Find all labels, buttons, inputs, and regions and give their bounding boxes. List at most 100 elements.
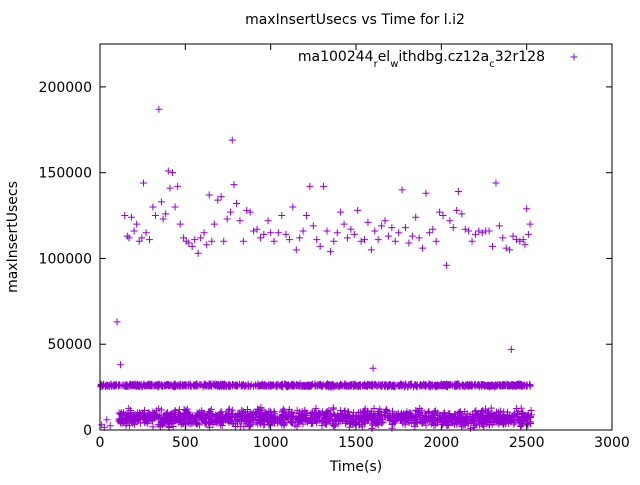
data-point xyxy=(176,380,184,388)
data-point xyxy=(381,411,389,419)
data-point xyxy=(200,229,208,237)
data-point xyxy=(478,229,486,237)
data-point xyxy=(355,409,363,417)
x-tick-label: 2500 xyxy=(509,435,545,451)
data-point xyxy=(361,236,369,244)
data-point xyxy=(264,217,272,225)
data-point xyxy=(328,415,336,423)
data-point xyxy=(391,382,399,390)
data-point xyxy=(516,237,524,245)
data-point xyxy=(279,405,287,413)
data-point xyxy=(430,421,438,429)
data-point xyxy=(282,412,290,420)
data-point xyxy=(220,417,228,425)
data-point xyxy=(184,382,192,390)
y-tick-label: 100000 xyxy=(39,251,92,267)
data-point xyxy=(173,416,181,424)
data-point xyxy=(293,406,301,414)
data-point xyxy=(570,53,578,61)
data-point xyxy=(115,415,123,423)
data-point xyxy=(296,234,304,242)
data-point xyxy=(487,404,495,412)
data-point xyxy=(436,208,444,216)
data-point xyxy=(428,417,436,425)
data-point xyxy=(194,249,202,257)
legend-label-part: ma100244 xyxy=(298,49,374,65)
data-point xyxy=(143,415,151,423)
data-point xyxy=(225,380,233,388)
data-point xyxy=(194,410,202,418)
data-point xyxy=(449,224,457,232)
data-point xyxy=(252,382,260,390)
data-point xyxy=(412,213,420,221)
data-point xyxy=(350,419,358,427)
data-point xyxy=(157,406,165,414)
data-point xyxy=(331,382,339,390)
data-point xyxy=(162,210,170,218)
data-point xyxy=(491,411,499,419)
data-point xyxy=(453,381,461,389)
data-point xyxy=(149,408,157,416)
data-point xyxy=(140,179,148,187)
data-point xyxy=(124,414,132,422)
data-point xyxy=(181,415,189,423)
data-point xyxy=(140,381,148,389)
x-axis: 0 500 1000 1500 2000 2500 3000 xyxy=(96,44,630,451)
data-point xyxy=(123,232,131,240)
data-point xyxy=(514,409,522,417)
data-point xyxy=(232,417,240,425)
data-point xyxy=(324,412,332,420)
data-point xyxy=(242,382,250,390)
data-point xyxy=(403,416,411,424)
data-point xyxy=(458,413,466,421)
data-point xyxy=(306,182,314,190)
data-point xyxy=(233,382,241,390)
data-point xyxy=(183,405,191,413)
data-point xyxy=(350,230,358,238)
legend: ma100244relwithdbg.cz12ac32r128 xyxy=(298,49,578,70)
data-point xyxy=(164,167,172,175)
legend-marker xyxy=(570,53,578,61)
data-point xyxy=(158,418,166,426)
data-point xyxy=(453,206,461,214)
data-point xyxy=(422,412,430,420)
data-point xyxy=(142,229,150,237)
data-point xyxy=(253,225,261,233)
data-point xyxy=(337,208,345,216)
data-point xyxy=(217,193,225,201)
x-tick-label: 1500 xyxy=(338,435,374,451)
data-point xyxy=(226,412,234,420)
data-point xyxy=(446,381,454,389)
data-point xyxy=(178,419,186,427)
data-point xyxy=(441,417,449,425)
data-point xyxy=(408,232,416,240)
data-point xyxy=(299,382,307,390)
data-point xyxy=(446,410,454,418)
data-point xyxy=(458,210,466,218)
data-point xyxy=(424,409,432,417)
data-point xyxy=(166,184,174,192)
data-point xyxy=(396,381,404,389)
data-point xyxy=(443,383,451,391)
data-point xyxy=(302,416,310,424)
data-point xyxy=(523,205,531,213)
data-point xyxy=(485,227,493,235)
data-point xyxy=(439,418,447,426)
data-point xyxy=(484,382,492,390)
data-point xyxy=(233,200,241,208)
data-point xyxy=(387,412,395,420)
data-point xyxy=(239,408,247,416)
data-point xyxy=(429,410,437,418)
data-point xyxy=(237,415,245,423)
data-point xyxy=(398,186,406,194)
data-point xyxy=(117,409,125,417)
data-point xyxy=(454,188,462,196)
data-point xyxy=(149,423,157,431)
data-point xyxy=(502,244,510,252)
data-point xyxy=(239,237,247,245)
data-point xyxy=(313,412,321,420)
data-point xyxy=(388,424,396,432)
data-point xyxy=(289,203,297,211)
data-point xyxy=(289,414,297,422)
data-point xyxy=(308,419,316,427)
